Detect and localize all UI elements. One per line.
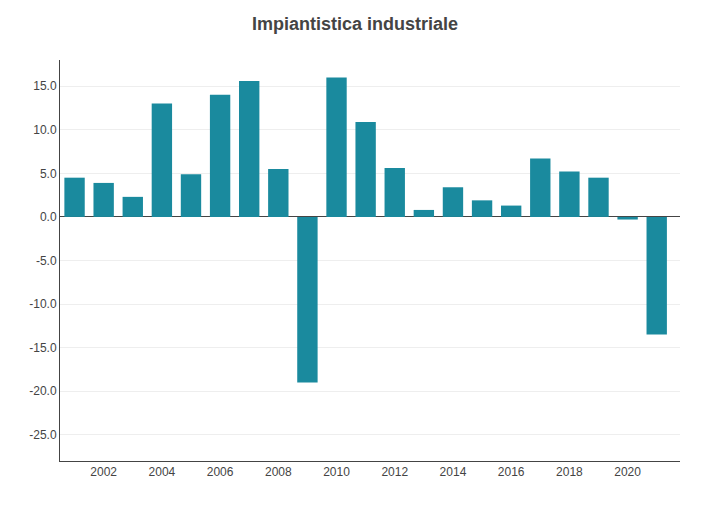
svg-text:5.0: 5.0 <box>40 167 57 181</box>
svg-text:2012: 2012 <box>381 465 408 479</box>
svg-text:2010: 2010 <box>323 465 350 479</box>
svg-text:0.0: 0.0 <box>40 210 57 224</box>
svg-text:-20.0: -20.0 <box>29 384 57 398</box>
svg-text:2002: 2002 <box>90 465 117 479</box>
svg-text:2018: 2018 <box>556 465 583 479</box>
svg-text:-5.0: -5.0 <box>36 254 57 268</box>
svg-text:15.0: 15.0 <box>33 79 57 93</box>
svg-text:2020: 2020 <box>614 465 641 479</box>
svg-text:Impiantistica industriale: Impiantistica industriale <box>252 14 458 34</box>
svg-text:2008: 2008 <box>265 465 292 479</box>
svg-text:-15.0: -15.0 <box>29 341 57 355</box>
svg-text:-25.0: -25.0 <box>29 428 57 442</box>
svg-text:2016: 2016 <box>498 465 525 479</box>
svg-text:2006: 2006 <box>207 465 234 479</box>
svg-text:10.0: 10.0 <box>33 123 57 137</box>
svg-text:-10.0: -10.0 <box>29 297 57 311</box>
svg-text:2014: 2014 <box>440 465 467 479</box>
svg-text:2004: 2004 <box>149 465 176 479</box>
